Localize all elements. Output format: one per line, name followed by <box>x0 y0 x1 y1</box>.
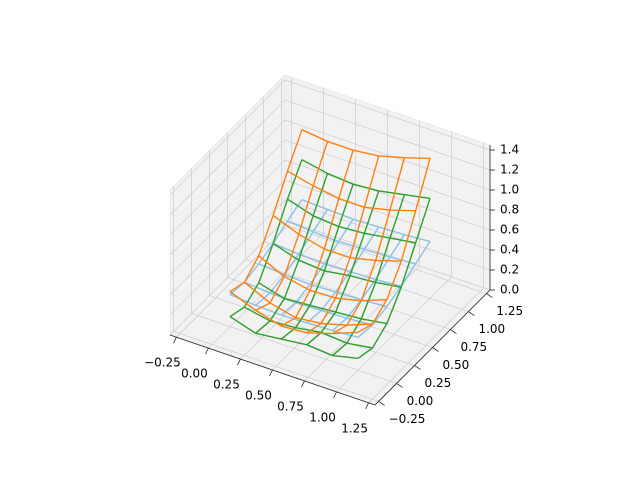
wireframe-line <box>243 281 373 326</box>
x-tick-label: 0.00 <box>181 367 208 381</box>
tick-mark <box>173 337 177 344</box>
z-tick-label: 0.0 <box>500 283 519 297</box>
grid-line <box>245 259 451 330</box>
wireframe-line <box>258 255 387 302</box>
tick-mark <box>450 329 457 334</box>
z-tick-label: 0.6 <box>500 223 519 237</box>
wireframe-line <box>272 242 402 288</box>
z-tick-label: 1.0 <box>500 183 519 197</box>
wireframe-line <box>301 129 431 160</box>
tick-mark <box>486 293 493 298</box>
wireframe-line <box>272 242 402 287</box>
tick-mark <box>396 383 403 388</box>
x-tick-label: 1.00 <box>309 410 336 424</box>
grid-line <box>169 119 286 236</box>
wireframe-line <box>357 158 431 333</box>
wireframe-line <box>255 173 329 334</box>
x-tick-label: 0.50 <box>245 389 272 403</box>
y-tick-label: 1.00 <box>478 322 505 336</box>
grid-line <box>284 139 491 211</box>
wireframe-line <box>229 315 359 360</box>
grid-line <box>169 99 286 216</box>
wireframe-line <box>332 234 405 332</box>
tick-mark <box>432 347 439 352</box>
wireframe-line <box>229 290 359 335</box>
wireframe-line <box>229 159 303 318</box>
z-tick-label: 0.8 <box>500 203 519 217</box>
grid-line <box>284 119 491 191</box>
grid-line <box>191 313 397 384</box>
wireframe-line <box>357 198 431 359</box>
z-tick-label: 1.2 <box>500 163 519 177</box>
grid-line <box>169 139 286 256</box>
grid-line <box>284 199 491 271</box>
y-axis <box>374 289 491 406</box>
wireframe-line <box>332 157 406 335</box>
tick-mark <box>269 369 273 377</box>
z-tick-label: 0.2 <box>500 263 519 277</box>
y-tick-label: −0.25 <box>389 412 426 426</box>
wireframe-line <box>287 198 416 244</box>
z-tick-label: 1.4 <box>500 143 519 157</box>
y-tick-label: 0.50 <box>443 358 470 372</box>
y-tick-label: 0.25 <box>425 376 452 390</box>
x-axis <box>169 334 376 406</box>
tick-mark <box>414 365 421 370</box>
wireframe-line <box>306 190 380 346</box>
wireframe-line <box>280 218 354 316</box>
wireframe-line <box>244 306 373 349</box>
x-tick-label: 0.25 <box>213 378 240 392</box>
grid-line <box>173 331 379 402</box>
x-tick-label: 0.75 <box>277 399 304 413</box>
wireframe-line <box>229 129 303 293</box>
wireframe-line <box>306 226 380 324</box>
tick-mark <box>301 380 305 388</box>
wireframe-line <box>272 214 402 262</box>
grid-line <box>169 199 286 316</box>
z-tick-label: 0.4 <box>500 243 519 257</box>
grid-line <box>284 179 491 251</box>
y-tick-label: 0.00 <box>407 394 434 408</box>
grid-line <box>169 179 286 296</box>
wireframe-line <box>255 209 329 306</box>
wireframe-line <box>280 149 354 327</box>
tick-mark <box>378 401 385 406</box>
tick-mark <box>365 402 369 409</box>
grid-line <box>169 159 286 276</box>
tick-mark <box>205 347 209 355</box>
tick-mark <box>237 358 241 366</box>
y-tick-label: 1.25 <box>496 304 523 318</box>
tick-mark <box>333 391 337 399</box>
wireframe-line <box>258 282 388 325</box>
grid-line <box>284 219 491 291</box>
tick-mark <box>468 311 475 316</box>
grid-line <box>284 159 491 231</box>
grid-line <box>169 219 286 336</box>
grid-line <box>169 79 286 196</box>
wireframe-line <box>306 155 380 334</box>
grid-line <box>284 79 491 151</box>
wireframe-line <box>301 159 431 200</box>
wireframe-line <box>357 241 431 338</box>
wireframe-line <box>255 141 329 311</box>
x-tick-label: −0.25 <box>144 356 181 370</box>
y-tick-label: 0.75 <box>460 340 487 354</box>
wireframe-line <box>287 170 416 212</box>
grid-line <box>284 99 491 171</box>
x-tick-label: 1.25 <box>341 421 368 435</box>
